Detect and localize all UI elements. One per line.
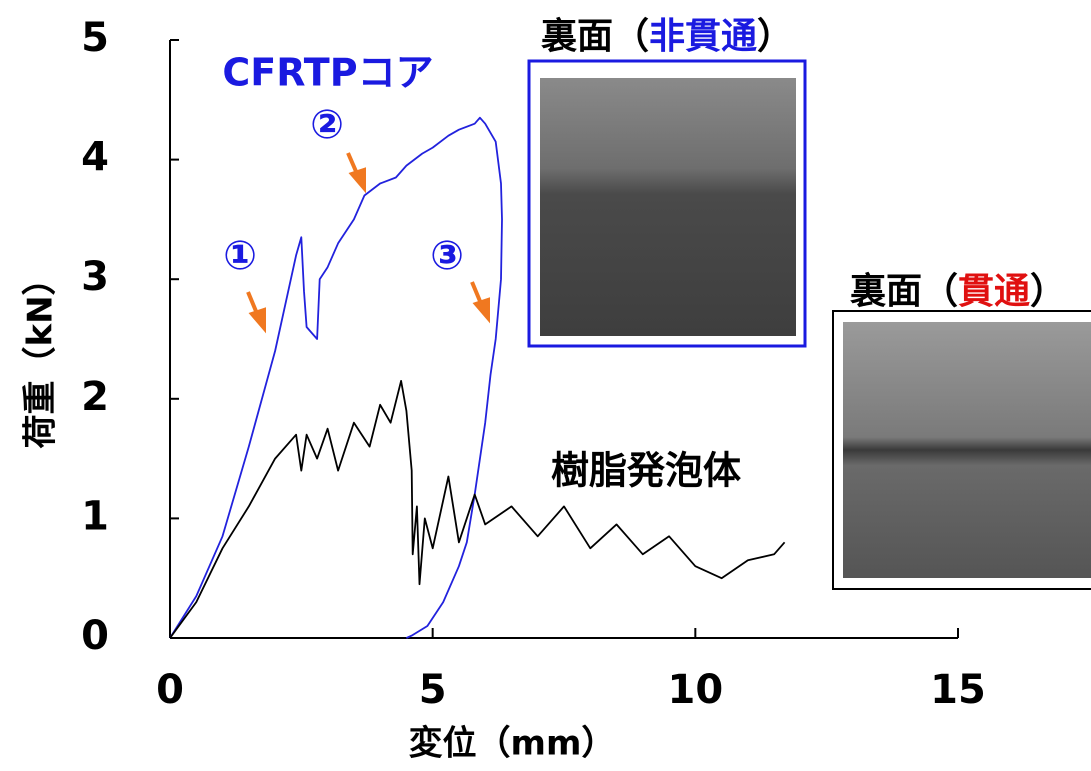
x-tick-label: 0 bbox=[156, 667, 184, 713]
y-tick-label: 1 bbox=[81, 493, 109, 539]
panel-title: 裏面（非貫通） bbox=[541, 16, 793, 57]
annotation: ① bbox=[223, 233, 257, 279]
x-tick-label: 15 bbox=[930, 667, 986, 713]
series-label: 樹脂発泡体 bbox=[551, 449, 741, 493]
annotation: ③ bbox=[430, 233, 464, 279]
y-tick-label: 2 bbox=[81, 374, 109, 420]
x-tick-label: 10 bbox=[667, 667, 723, 713]
y-tick-label: 4 bbox=[81, 135, 109, 181]
panel-title: 裏面（貫通） bbox=[850, 271, 1066, 312]
photo bbox=[540, 78, 796, 336]
y-tick-label: 5 bbox=[81, 15, 109, 61]
line bbox=[170, 381, 785, 638]
annotation: ② bbox=[310, 102, 344, 148]
x-axis-label: 変位（mm） bbox=[409, 724, 616, 764]
x-tick-label: 5 bbox=[419, 667, 447, 713]
y-tick-label: 0 bbox=[81, 613, 109, 659]
y-axis-label: 荷重（kN） bbox=[21, 261, 61, 448]
y-tick-label: 3 bbox=[81, 254, 109, 300]
series-label: CFRTPコア bbox=[222, 51, 433, 95]
line bbox=[170, 118, 502, 638]
chart: 裏面（非貫通） 裏面（貫通） 変位（mm） 荷重（kN） 0 1 2 3 4 5 0 5 10 1… bbox=[0, 0, 1091, 771]
photo bbox=[843, 322, 1091, 578]
